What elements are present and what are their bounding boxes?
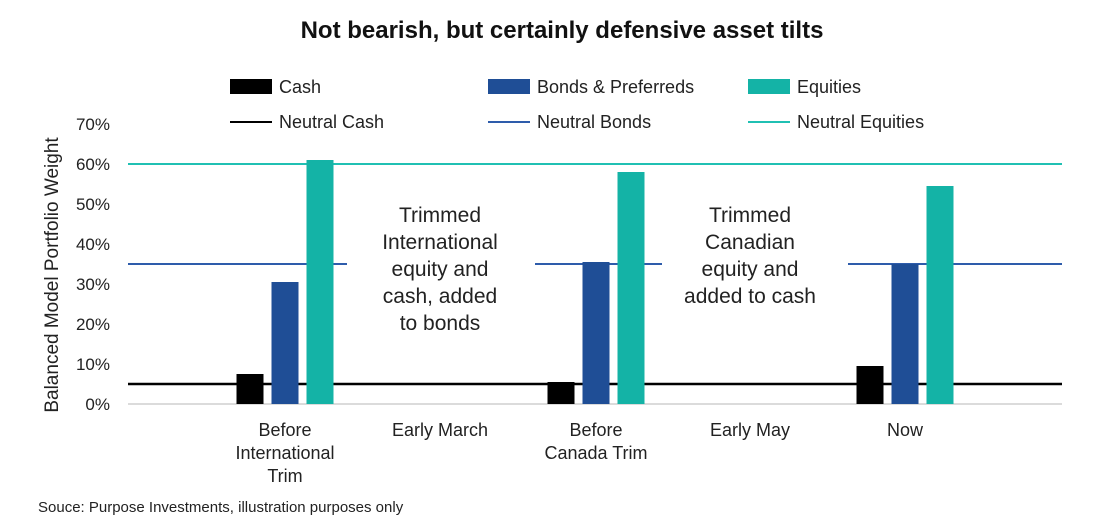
annotation-text: equity and	[392, 258, 489, 281]
y-tick-label: 60%	[76, 155, 110, 174]
bar	[926, 186, 954, 404]
bar	[582, 262, 610, 404]
source-note: Souce: Purpose Investments, illustration…	[38, 499, 404, 516]
y-tick-label: 10%	[76, 355, 110, 374]
bar	[306, 160, 334, 404]
annotation-text: cash, added	[383, 285, 497, 308]
y-tick-label: 20%	[76, 315, 110, 334]
annotation-text: Canadian	[705, 231, 795, 254]
annotations: Trimmed International equity and cash, adde…	[382, 204, 816, 335]
bar	[617, 172, 645, 404]
legend-swatch	[230, 79, 272, 94]
category-label: Before	[569, 420, 622, 440]
y-axis-ticks: 0% 10% 20% 30% 40% 50% 60% 70%	[76, 115, 110, 414]
category-label: Early May	[710, 420, 790, 440]
y-tick-label: 50%	[76, 195, 110, 214]
bar	[236, 374, 264, 404]
legend-label: Cash	[279, 77, 321, 97]
bar	[547, 382, 575, 404]
annotation-text: Trimmed	[399, 204, 481, 227]
annotation-text: added to cash	[684, 285, 816, 308]
bar	[891, 264, 919, 404]
y-axis-label: Balanced Model Portfolio Weight	[42, 137, 63, 413]
legend-label: Equities	[797, 77, 861, 97]
y-tick-label: 40%	[76, 235, 110, 254]
annotation-text: Trimmed	[709, 204, 791, 227]
bar	[271, 282, 299, 404]
legend-label: Bonds & Preferreds	[537, 77, 694, 97]
legend-label: Neutral Cash	[279, 112, 384, 132]
y-tick-label: 70%	[76, 115, 110, 134]
chart-title: Not bearish, but certainly defensive ass…	[301, 17, 824, 44]
category-label: Canada Trim	[544, 443, 647, 463]
annotation-text: International	[382, 231, 498, 254]
legend: Cash Bonds & Preferreds Equities Neutral Ca…	[230, 77, 924, 132]
annotation-text: equity and	[702, 258, 799, 281]
legend-swatch	[488, 79, 530, 94]
category-label: Before	[258, 420, 311, 440]
category-label: Trim	[267, 466, 302, 486]
y-tick-label: 30%	[76, 275, 110, 294]
legend-swatch	[748, 79, 790, 94]
category-label: International	[235, 443, 334, 463]
annotation-text: to bonds	[400, 312, 481, 335]
category-label: Early March	[392, 420, 488, 440]
legend-label: Neutral Equities	[797, 112, 924, 132]
y-tick-label: 0%	[85, 395, 110, 414]
category-labels: Before International Trim Early March Before…	[235, 420, 924, 486]
category-label: Now	[887, 420, 924, 440]
bar	[856, 366, 884, 404]
legend-label: Neutral Bonds	[537, 112, 651, 132]
bars	[236, 160, 954, 404]
